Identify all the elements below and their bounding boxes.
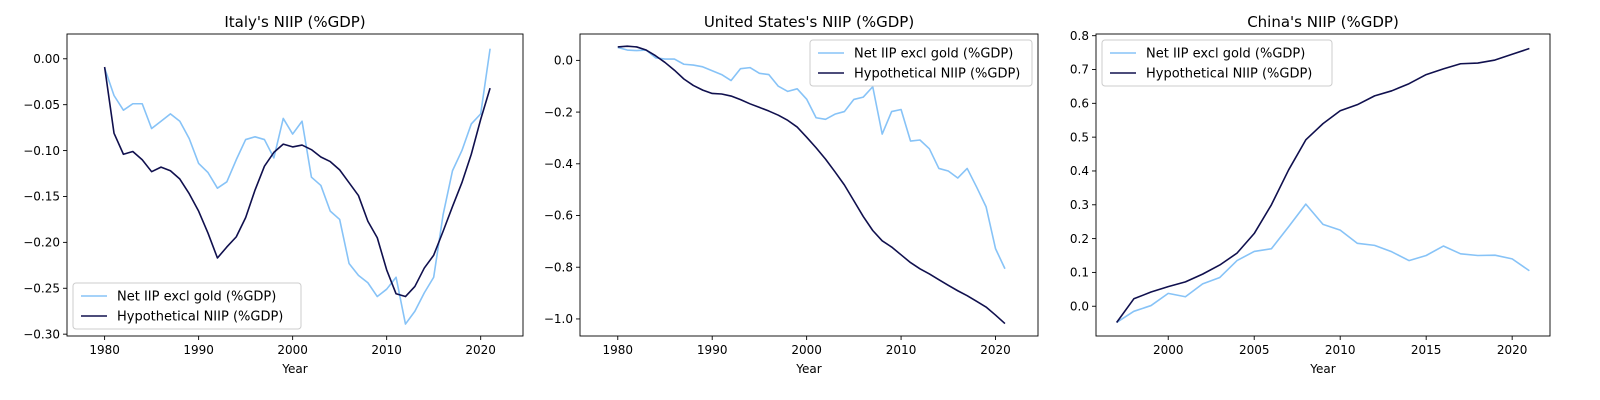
x-tick-label: 1980 xyxy=(89,343,120,357)
x-tick-label: 1990 xyxy=(697,343,728,357)
series-line-hypothetical-niip xyxy=(617,45,1006,325)
x-tick-label: 2000 xyxy=(1153,343,1184,357)
series-line-net-iip xyxy=(617,46,1006,270)
legend-label: Net IIP excl gold (%GDP) xyxy=(117,290,276,305)
y-tick-label: 0.1 xyxy=(1070,266,1089,280)
axes-frame xyxy=(579,33,1039,337)
series-line-hypothetical-niip xyxy=(1115,47,1530,323)
x-tick-label: 1980 xyxy=(602,343,633,357)
y-tick-label: −0.15 xyxy=(23,190,60,204)
chart-title: China's NIIP (%GDP) xyxy=(1247,13,1399,31)
chart-panel-3: China's NIIP (%GDP) 2000 2005 2010 2015 2020 0… xyxy=(1070,13,1551,376)
y-tick-label: −0.05 xyxy=(23,98,60,112)
legend-label: Net IIP excl gold (%GDP) xyxy=(1146,47,1305,62)
y-tick-label: 0.6 xyxy=(1070,97,1089,111)
chart-title: United States's NIIP (%GDP) xyxy=(704,13,914,31)
series-line-net-iip xyxy=(1116,203,1530,324)
y-tick-label: −0.20 xyxy=(23,236,60,250)
x-tick-label: 2010 xyxy=(886,343,917,357)
y-tick-label: 0.5 xyxy=(1070,130,1089,144)
y-tick-label: −0.8 xyxy=(544,260,573,274)
legend: Net IIP excl gold (%GDP) Hypothetical NII… xyxy=(1101,39,1333,87)
y-tick-label: −0.30 xyxy=(23,327,60,341)
x-axis-label: Year xyxy=(795,362,821,376)
chart-panel-2: United States's NIIP (%GDP) 1980 1990 2000 2… xyxy=(544,13,1039,376)
y-tick-label: 0.7 xyxy=(1070,63,1089,77)
axes-frame xyxy=(1095,33,1551,337)
legend: Net IIP excl gold (%GDP) Hypothetical NII… xyxy=(809,39,1033,87)
x-tick-label: 2000 xyxy=(791,343,822,357)
y-tick-label: −1.0 xyxy=(544,312,573,326)
legend-label: Hypothetical NIIP (%GDP) xyxy=(1146,67,1312,82)
legend-box xyxy=(809,39,1033,87)
series-line-hypothetical-niip xyxy=(103,66,491,298)
y-tick-label: 0.0 xyxy=(1070,299,1089,313)
y-tick-label: 0.3 xyxy=(1070,198,1089,212)
x-tick-label: 2005 xyxy=(1239,343,1270,357)
y-tick-label: 0.00 xyxy=(33,52,60,66)
axes-frame xyxy=(66,33,524,337)
y-tick-label: −0.10 xyxy=(23,144,60,158)
y-tick-label: −0.25 xyxy=(23,281,60,295)
x-tick-label: 2020 xyxy=(465,343,496,357)
series-line-net-iip xyxy=(103,48,491,325)
y-tick-label: −0.6 xyxy=(544,209,573,223)
y-tick-label: 0.4 xyxy=(1070,164,1089,178)
y-tick-label: −0.4 xyxy=(544,157,573,171)
x-axis-label: Year xyxy=(1309,362,1335,376)
x-tick-label: 2010 xyxy=(1325,343,1356,357)
x-tick-label: 2000 xyxy=(277,343,308,357)
y-tick-label: 0.0 xyxy=(554,54,573,68)
x-axis-label: Year xyxy=(281,362,307,376)
x-tick-label: 2020 xyxy=(980,343,1011,357)
legend-label: Hypothetical NIIP (%GDP) xyxy=(854,67,1020,82)
legend-box xyxy=(1101,39,1333,87)
legend-label: Hypothetical NIIP (%GDP) xyxy=(117,310,283,325)
x-tick-label: 2015 xyxy=(1411,343,1442,357)
legend-box xyxy=(72,282,302,330)
y-tick-label: −0.2 xyxy=(544,105,573,119)
x-tick-label: 2010 xyxy=(371,343,402,357)
y-tick-label: 0.2 xyxy=(1070,232,1089,246)
legend: Net IIP excl gold (%GDP) Hypothetical NII… xyxy=(72,282,302,330)
legend-label: Net IIP excl gold (%GDP) xyxy=(854,47,1013,62)
chart-panel-1: Italy's NIIP (%GDP) 1980 1990 2000 2010 2020 0… xyxy=(23,13,524,376)
chart-title: Italy's NIIP (%GDP) xyxy=(224,13,365,31)
x-tick-label: 2020 xyxy=(1497,343,1528,357)
y-tick-label: 0.8 xyxy=(1070,29,1089,43)
x-tick-label: 1990 xyxy=(183,343,214,357)
